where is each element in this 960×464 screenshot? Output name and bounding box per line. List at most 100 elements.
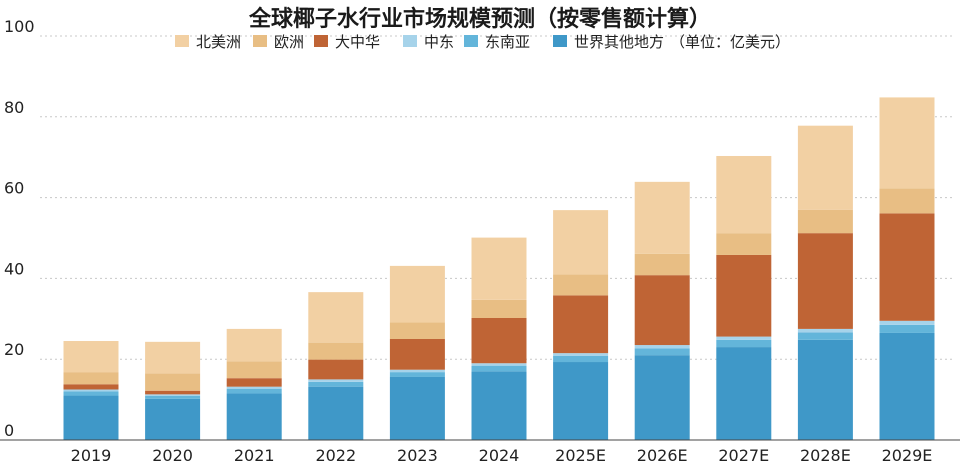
bar-stack-2021 — [226, 328, 282, 440]
bar-stack-2029E — [879, 97, 935, 440]
bar-segment — [879, 97, 935, 189]
bar-segment — [797, 339, 853, 440]
bar-segment — [308, 386, 364, 440]
legend-swatch — [553, 35, 567, 47]
bar-segment — [145, 341, 201, 374]
bar-segment — [553, 355, 609, 363]
bar-segment — [716, 339, 772, 348]
bar-segment — [879, 320, 935, 325]
bar-segment — [226, 393, 282, 440]
bar-segment — [308, 292, 364, 343]
bar-segment — [471, 365, 527, 372]
bar-segment — [716, 155, 772, 234]
x-tick-label: 2026E — [637, 446, 688, 464]
bar-segment — [63, 341, 119, 373]
x-tick-label: 2028E — [800, 446, 851, 464]
bar-segment — [797, 233, 853, 329]
bar-segment — [145, 394, 201, 396]
bar-segment — [63, 391, 119, 396]
x-tick-label: 2019 — [71, 446, 112, 464]
bar-stack-2020 — [145, 341, 201, 440]
bar-segment — [797, 328, 853, 333]
chart-title: 全球椰子水行业市场规模预测（按零售额计算） — [248, 6, 711, 32]
y-tick-label: 80 — [4, 98, 24, 117]
bar-segment — [879, 324, 935, 333]
bar-segment — [716, 254, 772, 337]
bar-segment — [308, 379, 364, 382]
bar-segment — [226, 328, 282, 362]
legend-label: 世界其他地方 — [574, 33, 664, 51]
bar-segment — [389, 369, 445, 373]
bar-stack-2026E — [634, 181, 690, 440]
bar-stack-2022 — [308, 292, 364, 440]
bar-segment — [389, 265, 445, 323]
x-tick-label: 2024 — [479, 446, 520, 464]
bar-segment — [308, 381, 364, 387]
bar-segment — [471, 363, 527, 366]
x-tick-label: 2021 — [234, 446, 275, 464]
bar-segment — [634, 253, 690, 276]
bars — [63, 97, 935, 440]
bar-segment — [634, 355, 690, 440]
bar-segment — [471, 317, 527, 364]
bar-segment — [471, 237, 527, 300]
x-tick-label: 2029E — [882, 446, 933, 464]
unit-note: （单位：亿美元） — [670, 33, 790, 51]
bar-segment — [553, 295, 609, 354]
y-tick-label: 60 — [4, 179, 24, 198]
bar-segment — [879, 332, 935, 440]
legend-swatch — [175, 35, 189, 47]
bar-segment — [389, 339, 445, 370]
bar-segment — [226, 378, 282, 387]
bar-segment — [879, 188, 935, 214]
x-tick-label: 2022 — [315, 446, 356, 464]
bar-segment — [226, 386, 282, 389]
bar-segment — [797, 125, 853, 210]
legend-swatch — [464, 35, 478, 47]
legend-swatch — [253, 35, 267, 47]
axes: 0 20 40 60 80 100 2019 2020 2021 2022 2023 2024 2025… — [0, 17, 960, 464]
bar-segment — [634, 345, 690, 349]
bar-segment — [553, 210, 609, 275]
legend: 北美洲 欧洲 大中华 中东 东南亚 世界其他地方 （单位：亿美元） — [175, 33, 790, 51]
bar-segment — [389, 376, 445, 440]
legend-label: 大中华 — [335, 33, 380, 51]
legend-swatch — [403, 35, 417, 47]
legend-label: 东南亚 — [485, 33, 530, 51]
bar-segment — [389, 322, 445, 339]
x-tick-label: 2027E — [718, 446, 769, 464]
bar-segment — [63, 395, 119, 440]
x-tick-label: 2025E — [555, 446, 606, 464]
y-tick-label: 100 — [4, 17, 35, 36]
bar-segment — [226, 388, 282, 394]
bar-segment — [308, 359, 364, 380]
bar-segment — [63, 372, 119, 385]
bar-stack-2025E — [553, 210, 609, 440]
bar-segment — [716, 233, 772, 255]
y-tick-label: 20 — [4, 340, 24, 359]
bar-segment — [63, 389, 119, 392]
bar-stack-2028E — [797, 125, 853, 440]
bar-segment — [553, 362, 609, 440]
bar-segment — [145, 395, 201, 399]
bar-segment — [634, 181, 690, 254]
legend-label: 中东 — [424, 33, 454, 51]
x-tick-label: 2023 — [397, 446, 438, 464]
bar-segment — [389, 372, 445, 377]
bar-segment — [63, 384, 119, 390]
bar-segment — [716, 336, 772, 340]
bar-segment — [634, 348, 690, 356]
bar-segment — [879, 213, 935, 321]
legend-swatch — [314, 35, 328, 47]
bar-segment — [553, 274, 609, 296]
bar-stack-2019 — [63, 341, 119, 440]
bar-stack-2023 — [389, 265, 445, 440]
bar-segment — [471, 371, 527, 440]
bar-segment — [471, 299, 527, 318]
bar-segment — [553, 353, 609, 356]
y-tick-label: 0 — [4, 421, 14, 440]
bar-segment — [716, 347, 772, 440]
legend-label: 欧洲 — [274, 33, 304, 51]
bar-segment — [226, 361, 282, 379]
